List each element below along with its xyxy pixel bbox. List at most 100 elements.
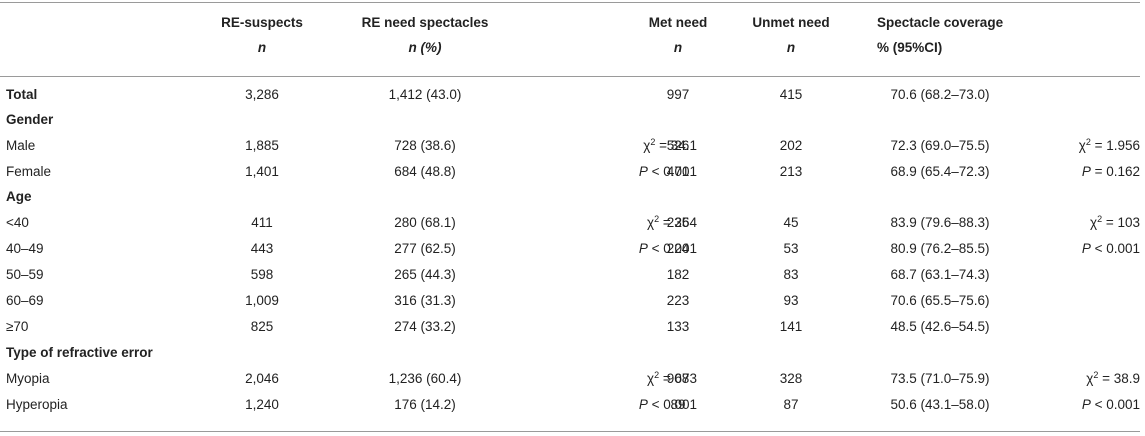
row-label: 50–59 [6, 267, 44, 282]
cell-stat-coverage: P < 0.001 [1082, 394, 1140, 416]
cell-re-suspects: 411 [251, 215, 273, 230]
cell-re-suspects: 1,240 [245, 397, 279, 412]
cell-re-need: 684 (48.8) [394, 164, 456, 179]
cell-met-need: 526 [666, 138, 690, 153]
cell-re-suspects: 1,401 [245, 164, 279, 179]
cell-stat-need: P < 0.001 [639, 394, 697, 416]
chi-symbol: χ [1078, 138, 1086, 153]
cell-met-need: 224 [666, 241, 690, 256]
table-section-gender: Gender [0, 109, 1140, 131]
header-re-suspects: RE-suspects n [207, 15, 317, 55]
cell-met-need: 997 [666, 87, 690, 102]
cell-unmet-need: 93 [783, 293, 799, 308]
cell-re-need: 316 (31.3) [394, 293, 456, 308]
cell-re-need: 280 (68.1) [394, 215, 456, 230]
p-value: < 0.001 [647, 164, 697, 179]
cell-stat-need: P < 0.001 [639, 238, 697, 260]
cell-re-suspects: 1,009 [245, 293, 279, 308]
cell-unmet-need: 328 [779, 371, 803, 386]
chi-symbol: χ [1089, 215, 1098, 230]
header-bottom-rule [0, 76, 1140, 77]
row-label: Myopia [6, 371, 50, 386]
cell-stat-coverage: P = 0.162 [1082, 161, 1140, 183]
table-row-age-40-49: 40–49 443 277 (62.5) P < 0.001 224 53 80… [0, 238, 1140, 260]
chi-exponent: 2 [654, 370, 660, 380]
cell-unmet-need: 141 [779, 319, 803, 334]
cell-coverage: 68.7 (63.1–74.3) [890, 267, 990, 282]
chi-symbol: χ [646, 215, 655, 230]
cell-coverage: 48.5 (42.6–54.5) [890, 319, 990, 334]
chi-value: = 1.956 [1090, 138, 1140, 153]
cell-re-need: 1,236 (60.4) [388, 371, 462, 386]
chi-value: = 264 [659, 215, 697, 230]
cell-unmet-need: 213 [779, 164, 803, 179]
cell-stat-need: χ2 = 34.1 [643, 135, 697, 157]
cell-stat-coverage: χ2 = 103 [1090, 212, 1140, 234]
p-symbol: P [638, 241, 648, 256]
cell-met-need: 89 [670, 397, 686, 412]
table-top-rule [0, 2, 1140, 3]
table-row-female: Female 1,401 684 (48.8) P < 0.001 471 21… [0, 161, 1140, 183]
cell-re-need: 277 (62.5) [394, 241, 456, 256]
header-title: Met need [648, 15, 708, 30]
cell-coverage: 70.6 (65.5–75.6) [890, 293, 990, 308]
cell-coverage: 83.9 (79.6–88.3) [890, 215, 990, 230]
p-value: < 0.001 [1090, 241, 1140, 256]
cell-unmet-need: 83 [783, 267, 799, 282]
header-unmet-need: Unmet need n [741, 15, 841, 55]
cell-coverage: 68.9 (65.4–72.3) [890, 164, 990, 179]
cell-unmet-need: 45 [783, 215, 799, 230]
p-symbol: P [1081, 164, 1091, 179]
header-title: Unmet need [752, 15, 830, 30]
row-label: Female [6, 164, 52, 179]
cell-met-need: 235 [666, 215, 690, 230]
chi-value: = 103 [1102, 215, 1140, 230]
cell-re-need: 1,412 (43.0) [388, 87, 462, 102]
table-row-age-lt40: <40 411 280 (68.1) χ2 = 264 235 45 83.9 … [0, 212, 1140, 234]
cell-stat-need: χ2 = 673 [647, 368, 697, 390]
chi-value: = 673 [659, 371, 697, 386]
chi-value: = 38.9 [1098, 371, 1140, 386]
chi-symbol: χ [643, 138, 651, 153]
p-value: < 0.001 [647, 241, 697, 256]
cell-stat-need: χ2 = 264 [647, 212, 697, 234]
section-label: Gender [6, 112, 54, 127]
p-value: < 0.001 [647, 397, 697, 412]
p-value: < 0.001 [1090, 397, 1140, 412]
header-met-need: Met need n [633, 15, 723, 55]
cell-stat-coverage: P < 0.001 [1082, 238, 1140, 260]
cell-stat-coverage: χ2 = 38.9 [1086, 368, 1140, 390]
p-symbol: P [638, 397, 648, 412]
table-section-type: Type of refractive error [0, 342, 1140, 364]
chi-exponent: 2 [1093, 370, 1099, 380]
chi-symbol: χ [1086, 371, 1094, 386]
header-title: Spectacle coverage [877, 15, 1004, 30]
p-symbol: P [1081, 241, 1091, 256]
cell-met-need: 908 [666, 371, 690, 386]
cell-stat-need: P < 0.001 [639, 161, 697, 183]
table-row-myopia: Myopia 2,046 1,236 (60.4) χ2 = 673 908 3… [0, 368, 1140, 390]
cell-re-need: 274 (33.2) [394, 319, 456, 334]
cell-re-need: 265 (44.3) [394, 267, 456, 282]
cell-unmet-need: 202 [779, 138, 803, 153]
cell-stat-coverage: χ2 = 1.956 [1079, 135, 1140, 157]
table-section-age: Age [0, 186, 1140, 208]
cell-met-need: 223 [666, 293, 690, 308]
table-row-age-ge70: ≥70 825 274 (33.2) 133 141 48.5 (42.6–54… [0, 316, 1140, 338]
header-unit: n [257, 40, 267, 55]
cell-re-suspects: 2,046 [245, 371, 279, 386]
header-re-need: RE need spectacles n (%) [345, 15, 505, 55]
cell-coverage: 70.6 (68.2–73.0) [890, 87, 990, 102]
p-symbol: P [638, 164, 648, 179]
cell-re-suspects: 3,286 [245, 87, 279, 102]
row-label: 60–69 [6, 293, 44, 308]
cell-met-need: 133 [666, 319, 690, 334]
table-row-age-50-59: 50–59 598 265 (44.3) 182 83 68.7 (63.1–7… [0, 264, 1140, 286]
p-value: = 0.162 [1090, 164, 1140, 179]
row-label: Total [6, 87, 38, 102]
header-unit: n (%) [408, 40, 442, 55]
header-title: RE-suspects [221, 15, 303, 30]
row-label: 40–49 [6, 241, 44, 256]
row-label: ≥70 [6, 319, 29, 334]
section-label: Type of refractive error [6, 345, 153, 360]
